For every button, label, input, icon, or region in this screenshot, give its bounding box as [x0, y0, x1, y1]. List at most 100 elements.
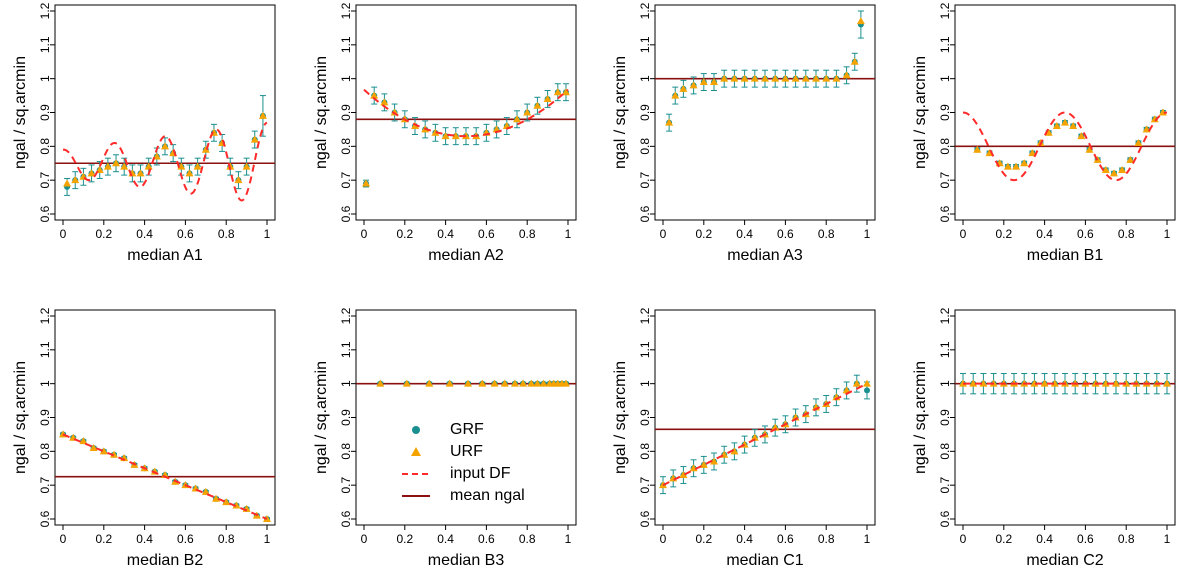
y-axis-title: ngal / sq.arcmin — [313, 56, 330, 169]
y-tick-label: 0.8 — [339, 138, 353, 155]
urf-point — [193, 162, 202, 170]
urf-point — [801, 74, 810, 82]
urf-point — [63, 179, 72, 187]
legend-grf-marker — [412, 426, 420, 434]
x-tick-label: 0.6 — [177, 227, 194, 241]
x-tick-label: 0.2 — [95, 532, 112, 546]
x-tick-label: 0.6 — [777, 532, 794, 546]
urf-point — [822, 74, 831, 82]
urf-point — [533, 101, 542, 109]
y-tick-label: 1.2 — [938, 2, 952, 19]
input-df-curve — [662, 382, 868, 487]
x-tick-label: 0 — [60, 532, 67, 546]
plot-frame — [54, 4, 276, 221]
y-tick-label: 0.9 — [339, 409, 353, 426]
plot-frame — [954, 4, 1176, 221]
legend-item-urf: URF — [411, 443, 483, 460]
y-tick-label: 0.8 — [339, 443, 353, 460]
y-tick-label: 0.7 — [339, 477, 353, 494]
urf-point — [201, 487, 210, 495]
plot-frame — [355, 4, 577, 221]
urf-point — [431, 128, 440, 136]
x-tick-label: 1 — [565, 227, 572, 241]
y-tick-label: 0.8 — [638, 138, 652, 155]
grf-point — [864, 387, 870, 394]
y-tick-label: 0.7 — [938, 172, 952, 189]
x-tick-label: 0.8 — [1118, 532, 1135, 546]
urf-point — [533, 379, 542, 387]
urf-point — [979, 379, 988, 387]
urf-point — [561, 379, 570, 387]
urf-point — [832, 74, 841, 82]
y-tick-label: 0.9 — [638, 409, 652, 426]
y-tick-label: 1.1 — [638, 36, 652, 53]
urf-point — [376, 379, 385, 387]
urf-point — [441, 132, 450, 140]
urf-point — [781, 74, 790, 82]
urf-point — [1122, 379, 1131, 387]
urf-point — [850, 57, 859, 65]
chart-panel: 0.6 0.7 0.8 0.9 1 1.1 1.2 0 0.2 0.4 0.6 0.8 1 median … — [612, 2, 876, 264]
urf-point — [710, 457, 718, 465]
urf-point — [242, 162, 251, 170]
urf-point — [161, 142, 169, 150]
urf-point — [250, 135, 259, 143]
urf-point — [380, 98, 389, 106]
x-axis-title: median B2 — [127, 552, 204, 569]
x-tick-label: 0.6 — [478, 532, 495, 546]
y-tick-label: 1.2 — [638, 307, 652, 324]
urf-point — [1126, 155, 1135, 163]
x-axis-title: median A2 — [428, 247, 504, 264]
x-tick-label: 0.4 — [736, 227, 753, 241]
y-tick-label: 0.7 — [638, 477, 652, 494]
urf-point — [1069, 122, 1078, 130]
urf-point — [842, 71, 851, 79]
x-tick-label: 0.4 — [736, 532, 753, 546]
urf-point — [87, 169, 96, 177]
y-tick-label: 0.6 — [938, 510, 952, 527]
urf-point — [740, 74, 749, 82]
legend-urf-marker — [411, 447, 421, 456]
x-tick-label: 1 — [565, 532, 572, 546]
x-tick-label: 0.2 — [995, 227, 1012, 241]
legend-item-input-df: input DF — [402, 465, 511, 482]
x-tick-label: 0.8 — [818, 227, 835, 241]
y-tick-label: 0.8 — [938, 138, 952, 155]
urf-point — [425, 379, 434, 387]
urf-point — [201, 145, 210, 153]
urf-point — [258, 111, 267, 119]
urf-point — [730, 74, 739, 82]
x-tick-label: 0.4 — [136, 227, 153, 241]
y-tick-label: 0.8 — [38, 138, 52, 155]
urf-point — [71, 176, 80, 184]
urf-point — [99, 447, 108, 455]
y-tick-label: 0.6 — [638, 205, 652, 222]
urf-point — [750, 433, 759, 441]
urf-point — [136, 169, 145, 177]
urf-point — [1061, 118, 1069, 126]
y-tick-label: 1 — [938, 75, 952, 82]
chart-panel: 0.6 0.7 0.8 0.9 1 1.1 1.2 0 0.2 0.4 0.6 0.8 1 median … — [612, 307, 876, 569]
urf-point — [212, 494, 220, 502]
y-tick-label: 0.7 — [339, 172, 353, 189]
urf-point — [1101, 379, 1110, 387]
urf-point — [969, 379, 978, 387]
urf-point — [1118, 166, 1127, 174]
y-tick-label: 1.1 — [339, 341, 353, 358]
urf-point — [362, 179, 371, 187]
chart-panel: 0.6 0.7 0.8 0.9 1 1.1 1.2 0 0.2 0.4 0.6 0.8 1 median … — [912, 2, 1176, 264]
urf-point — [973, 145, 982, 153]
y-tick-label: 0.6 — [339, 205, 353, 222]
x-tick-label: 0 — [660, 532, 667, 546]
y-tick-label: 0.9 — [38, 104, 52, 121]
y-tick-label: 1 — [38, 75, 52, 82]
urf-point — [771, 423, 780, 431]
urf-point — [730, 447, 739, 455]
plot-frame — [654, 4, 876, 221]
x-tick-label: 0 — [60, 227, 67, 241]
x-axis-title: median A1 — [127, 247, 203, 264]
x-tick-label: 0.2 — [695, 532, 712, 546]
y-tick-label: 1 — [38, 380, 52, 387]
x-tick-label: 0 — [960, 532, 967, 546]
